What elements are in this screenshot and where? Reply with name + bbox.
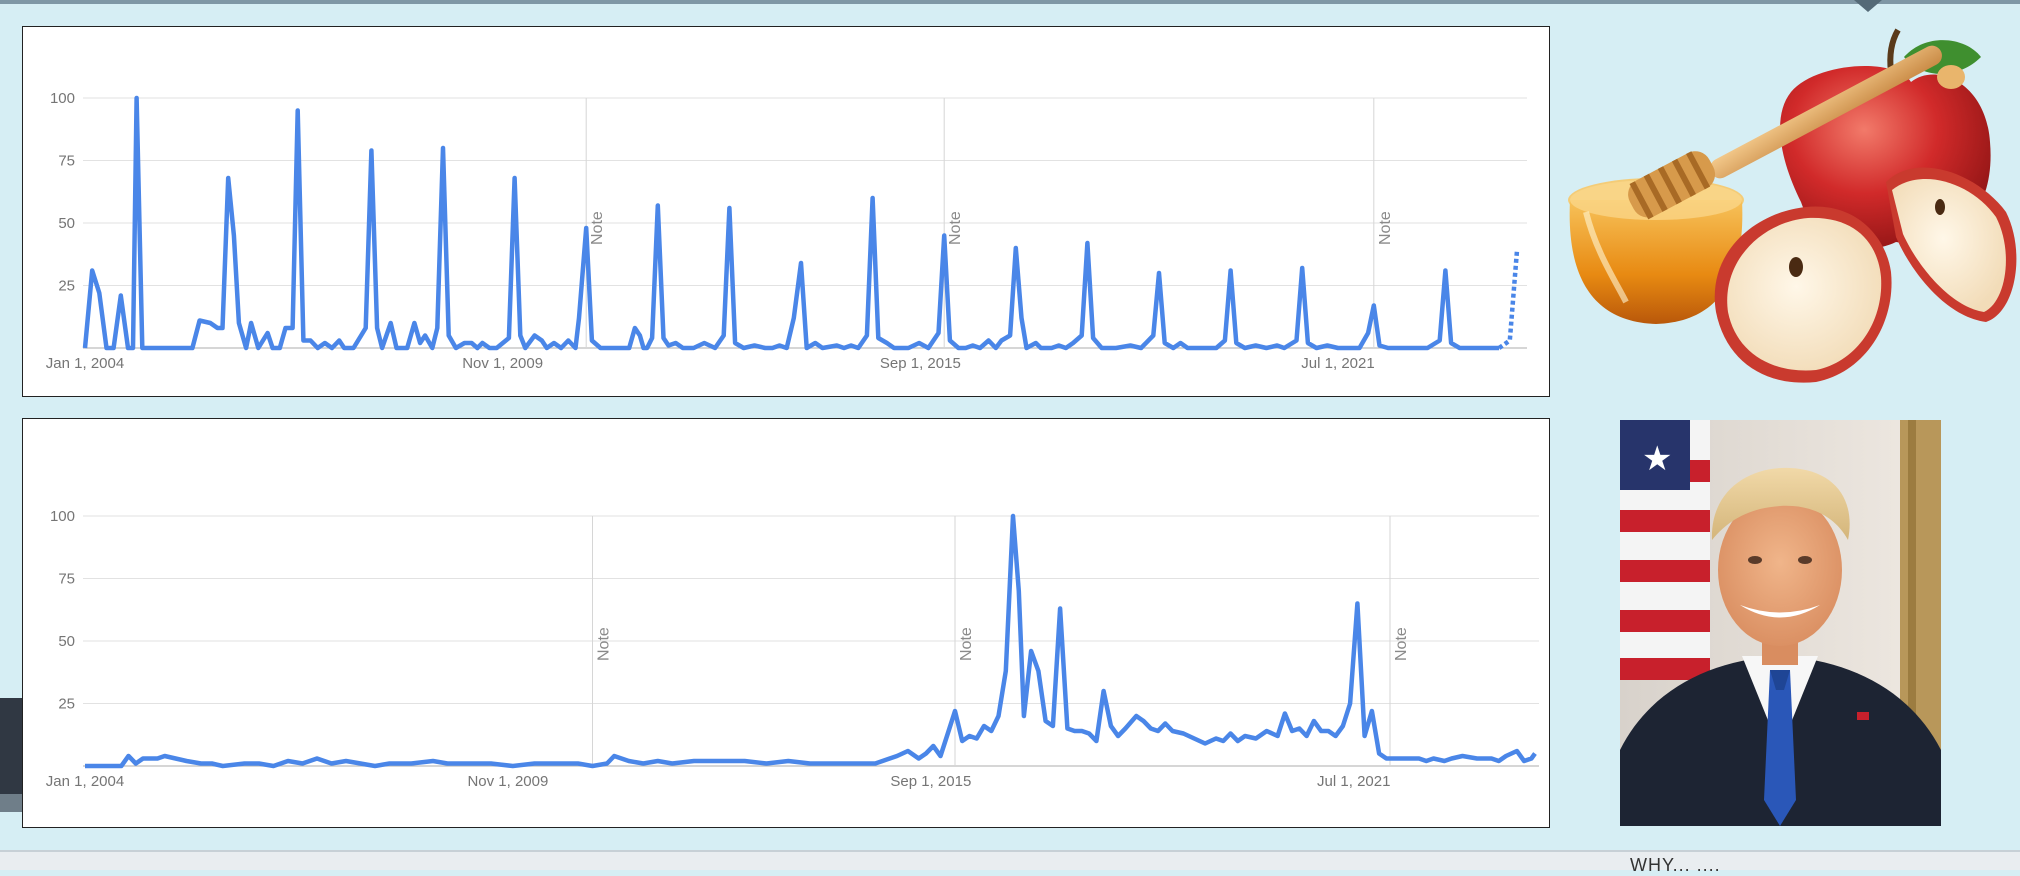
- y-tick-label: 100: [50, 90, 75, 107]
- chart-panel-2: 100 75 50 25 Note Note Note Jan 1, 2004 Nov 1, 2…: [22, 418, 1550, 828]
- clipped-caption: WHY... ....: [1630, 855, 1721, 875]
- chart-panel-1: 100 75 50 25 Note Note Note Jan 1, 2004 Nov 1, 2…: [22, 26, 1550, 397]
- chart-2: 100 75 50 25 Note Note Note Jan 1, 2004 Nov 1, 2…: [46, 508, 1539, 790]
- y-tick-label: 25: [58, 696, 75, 713]
- bottom-band: [0, 852, 2020, 870]
- portrait-image: ★: [1620, 420, 1941, 826]
- note-label: Note: [947, 211, 964, 245]
- apple-wedge-icon: [1886, 167, 2017, 322]
- apple-slice-icon: [1714, 206, 1892, 383]
- note-label: Note: [958, 627, 975, 661]
- x-tick-label: Jul 1, 2021: [1317, 773, 1390, 790]
- note-label: Note: [596, 627, 613, 661]
- y-tick-label: 75: [58, 153, 75, 170]
- bottom-divider: [0, 850, 2020, 852]
- x-tick-label: Jan 1, 2004: [46, 773, 124, 790]
- series-line: [85, 513, 1537, 769]
- left-edge-panel-lower: [0, 794, 22, 812]
- note-label: Note: [589, 211, 606, 245]
- flag-icon: ★: [1620, 420, 1710, 680]
- top-notch: [1854, 0, 1882, 12]
- series-line-partial: [1497, 250, 1520, 350]
- y-tick-label: 75: [58, 571, 75, 588]
- x-tick-label: Nov 1, 2009: [462, 355, 543, 372]
- note-label: Note: [1393, 627, 1410, 661]
- left-edge-panel: [0, 698, 22, 794]
- series-line: [82, 95, 1500, 351]
- x-tick-label: Sep 1, 2015: [890, 773, 971, 790]
- x-tick-label: Nov 1, 2009: [467, 773, 548, 790]
- x-tick-label: Jul 1, 2021: [1301, 355, 1374, 372]
- svg-text:★: ★: [1642, 439, 1672, 479]
- apple-honey-image: [1566, 22, 2020, 402]
- y-tick-label: 25: [58, 278, 75, 295]
- note-label: Note: [1377, 211, 1394, 245]
- y-tick-label: 100: [50, 508, 75, 525]
- person-icon: [1620, 467, 1941, 826]
- top-bar: [0, 0, 2020, 4]
- honey-dipper-icon: [1628, 45, 1965, 220]
- chart-1: 100 75 50 25 Note Note Note Jan 1, 2004 Nov 1, 2…: [46, 90, 1527, 372]
- y-tick-label: 50: [58, 215, 75, 232]
- x-tick-label: Sep 1, 2015: [880, 355, 961, 372]
- y-tick-label: 50: [58, 633, 75, 650]
- x-tick-label: Jan 1, 2004: [46, 355, 124, 372]
